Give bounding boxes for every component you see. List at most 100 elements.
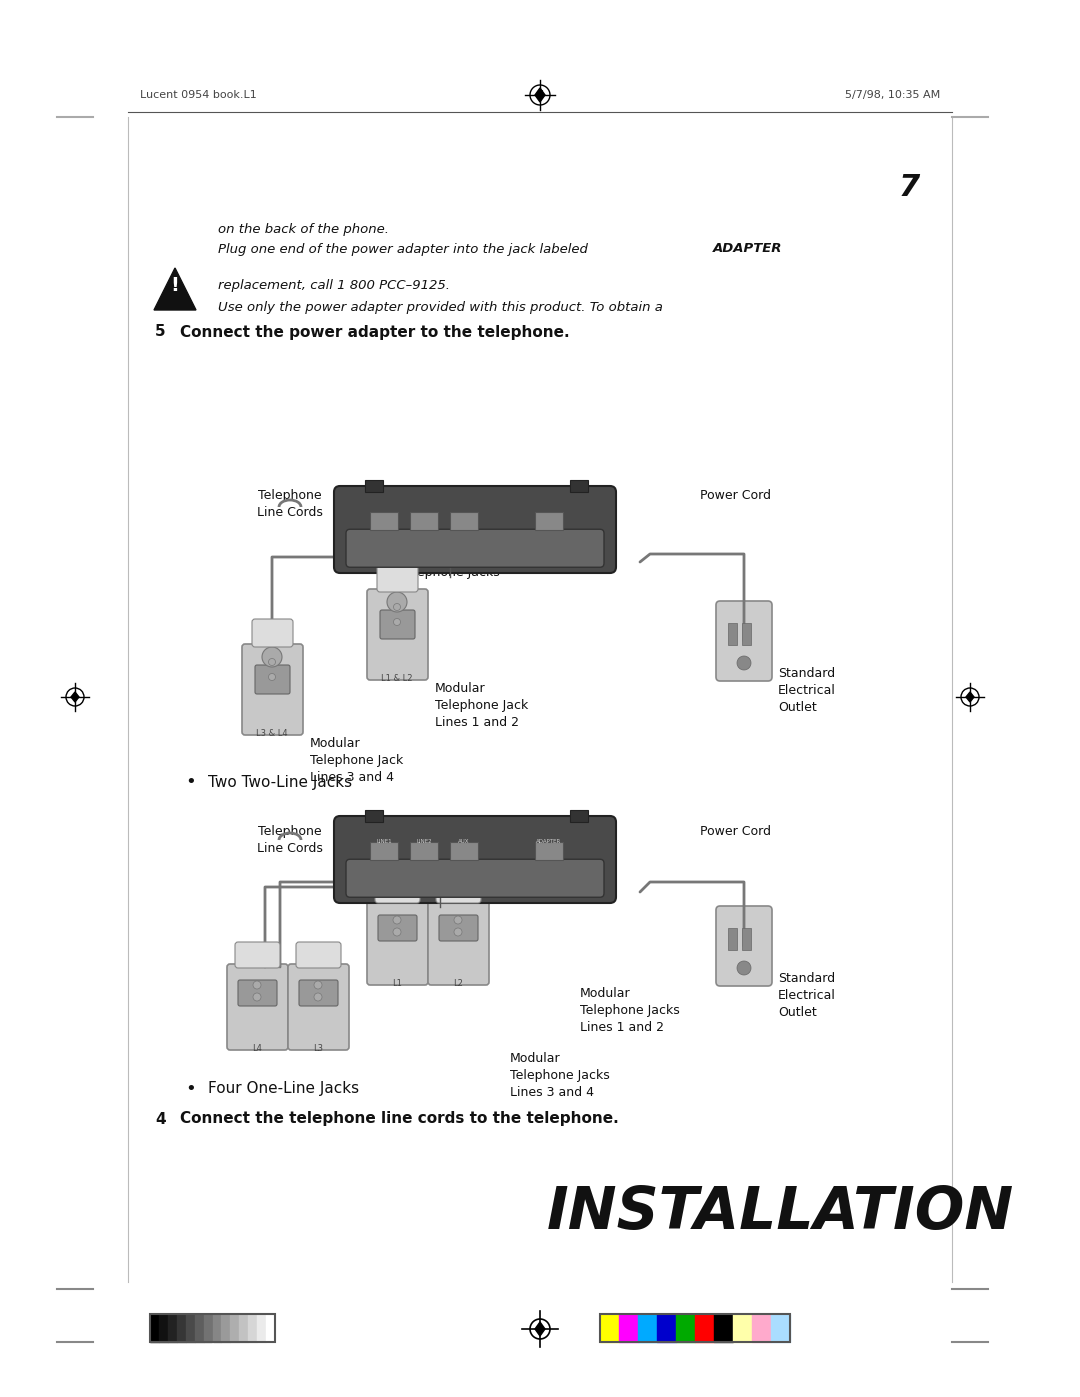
Text: Standard
Electrical
Outlet: Standard Electrical Outlet	[778, 972, 836, 1018]
Circle shape	[393, 604, 401, 610]
Circle shape	[737, 657, 751, 671]
Text: Telephone Jacks: Telephone Jacks	[390, 895, 490, 909]
FancyBboxPatch shape	[288, 964, 349, 1051]
Text: AUX: AUX	[458, 840, 470, 844]
FancyBboxPatch shape	[367, 590, 428, 680]
Bar	[186, 1315, 194, 1343]
Bar	[696, 1315, 714, 1343]
Circle shape	[393, 619, 401, 626]
FancyBboxPatch shape	[428, 900, 489, 985]
Text: LINE2: LINE2	[416, 840, 432, 844]
Bar	[257, 1315, 266, 1343]
Bar	[150, 1315, 159, 1343]
Bar	[570, 810, 588, 821]
FancyBboxPatch shape	[334, 816, 616, 902]
Bar	[535, 511, 563, 529]
Circle shape	[314, 993, 322, 1002]
Polygon shape	[535, 1322, 545, 1336]
FancyBboxPatch shape	[296, 942, 341, 968]
FancyBboxPatch shape	[238, 981, 276, 1006]
Text: Connect the power adapter to the telephone.: Connect the power adapter to the telepho…	[180, 324, 569, 339]
Bar	[752, 1315, 771, 1343]
Bar	[410, 842, 438, 861]
FancyBboxPatch shape	[299, 981, 338, 1006]
Text: 7: 7	[537, 89, 543, 101]
Bar	[733, 1315, 752, 1343]
Bar	[365, 481, 383, 492]
Circle shape	[262, 647, 282, 666]
Text: Lucent 0954 book.L1: Lucent 0954 book.L1	[140, 89, 257, 101]
Text: Modular
Telephone Jack
Lines 1 and 2: Modular Telephone Jack Lines 1 and 2	[435, 682, 528, 729]
Polygon shape	[71, 692, 79, 703]
Text: Use only the power adapter provided with this product. To obtain a: Use only the power adapter provided with…	[218, 300, 663, 313]
Circle shape	[393, 916, 401, 923]
FancyBboxPatch shape	[438, 915, 478, 942]
Text: Modular
Telephone Jack
Lines 3 and 4: Modular Telephone Jack Lines 3 and 4	[310, 738, 403, 784]
FancyBboxPatch shape	[716, 907, 772, 986]
Circle shape	[269, 673, 275, 680]
Text: L1: L1	[392, 979, 402, 988]
Bar	[177, 1315, 186, 1343]
Text: Power Cord: Power Cord	[700, 489, 771, 502]
Text: on the back of the phone.: on the back of the phone.	[218, 222, 389, 236]
Bar	[194, 1315, 203, 1343]
Bar	[742, 928, 751, 950]
Circle shape	[737, 961, 751, 975]
Text: Telephone
Line Cords: Telephone Line Cords	[257, 826, 323, 855]
FancyBboxPatch shape	[346, 859, 604, 897]
Text: Plug one end of the power adapter into the jack labeled: Plug one end of the power adapter into t…	[218, 243, 588, 256]
Text: Modular
Telephone Jacks
Lines 1 and 2: Modular Telephone Jacks Lines 1 and 2	[580, 988, 679, 1034]
Bar	[570, 481, 588, 492]
Circle shape	[253, 993, 261, 1002]
Bar	[714, 1315, 733, 1343]
Polygon shape	[535, 88, 545, 102]
Polygon shape	[154, 268, 195, 310]
FancyBboxPatch shape	[255, 665, 291, 694]
Bar	[771, 1315, 789, 1343]
Bar	[167, 1315, 177, 1343]
Text: Connect the telephone line cords to the telephone.: Connect the telephone line cords to the …	[180, 1112, 619, 1126]
Text: replacement, call 1 800 PCC–9125.: replacement, call 1 800 PCC–9125.	[218, 278, 450, 292]
Text: 5/7/98, 10:35 AM: 5/7/98, 10:35 AM	[845, 89, 940, 101]
Text: Power Cord: Power Cord	[700, 826, 771, 838]
FancyBboxPatch shape	[334, 486, 616, 573]
Text: INSTALLATION: INSTALLATION	[546, 1183, 1014, 1241]
Polygon shape	[966, 692, 974, 703]
Bar	[450, 511, 478, 529]
Text: Telephone
Line Cords: Telephone Line Cords	[257, 489, 323, 520]
Text: Modular
Telephone Jacks
Lines 3 and 4: Modular Telephone Jacks Lines 3 and 4	[510, 1052, 610, 1099]
Circle shape	[393, 928, 401, 936]
Bar	[638, 1315, 657, 1343]
Text: Standard
Electrical
Outlet: Standard Electrical Outlet	[778, 666, 836, 714]
FancyBboxPatch shape	[377, 564, 418, 592]
Text: ADAPTER: ADAPTER	[537, 840, 562, 844]
Text: 7: 7	[899, 172, 920, 201]
Bar	[619, 1315, 638, 1343]
FancyBboxPatch shape	[378, 915, 417, 942]
FancyBboxPatch shape	[235, 942, 280, 968]
FancyBboxPatch shape	[436, 877, 481, 902]
Bar	[742, 623, 751, 645]
Bar	[370, 842, 399, 861]
Bar	[159, 1315, 167, 1343]
Text: L3: L3	[313, 1044, 323, 1053]
Circle shape	[253, 981, 261, 989]
FancyBboxPatch shape	[242, 644, 303, 735]
Circle shape	[387, 592, 407, 612]
Bar	[150, 1315, 275, 1343]
Bar	[600, 1315, 619, 1343]
Bar	[240, 1315, 248, 1343]
Bar	[248, 1315, 257, 1343]
FancyBboxPatch shape	[380, 610, 415, 638]
Bar	[203, 1315, 213, 1343]
FancyBboxPatch shape	[716, 601, 772, 680]
FancyBboxPatch shape	[346, 529, 604, 567]
Bar	[535, 842, 563, 861]
Text: Four One-Line Jacks: Four One-Line Jacks	[208, 1081, 360, 1097]
Circle shape	[314, 981, 322, 989]
Text: 5: 5	[156, 324, 165, 339]
Text: Two Two-Line Jacks: Two Two-Line Jacks	[208, 774, 352, 789]
FancyBboxPatch shape	[227, 964, 288, 1051]
Bar	[600, 1315, 789, 1343]
Bar	[728, 928, 737, 950]
